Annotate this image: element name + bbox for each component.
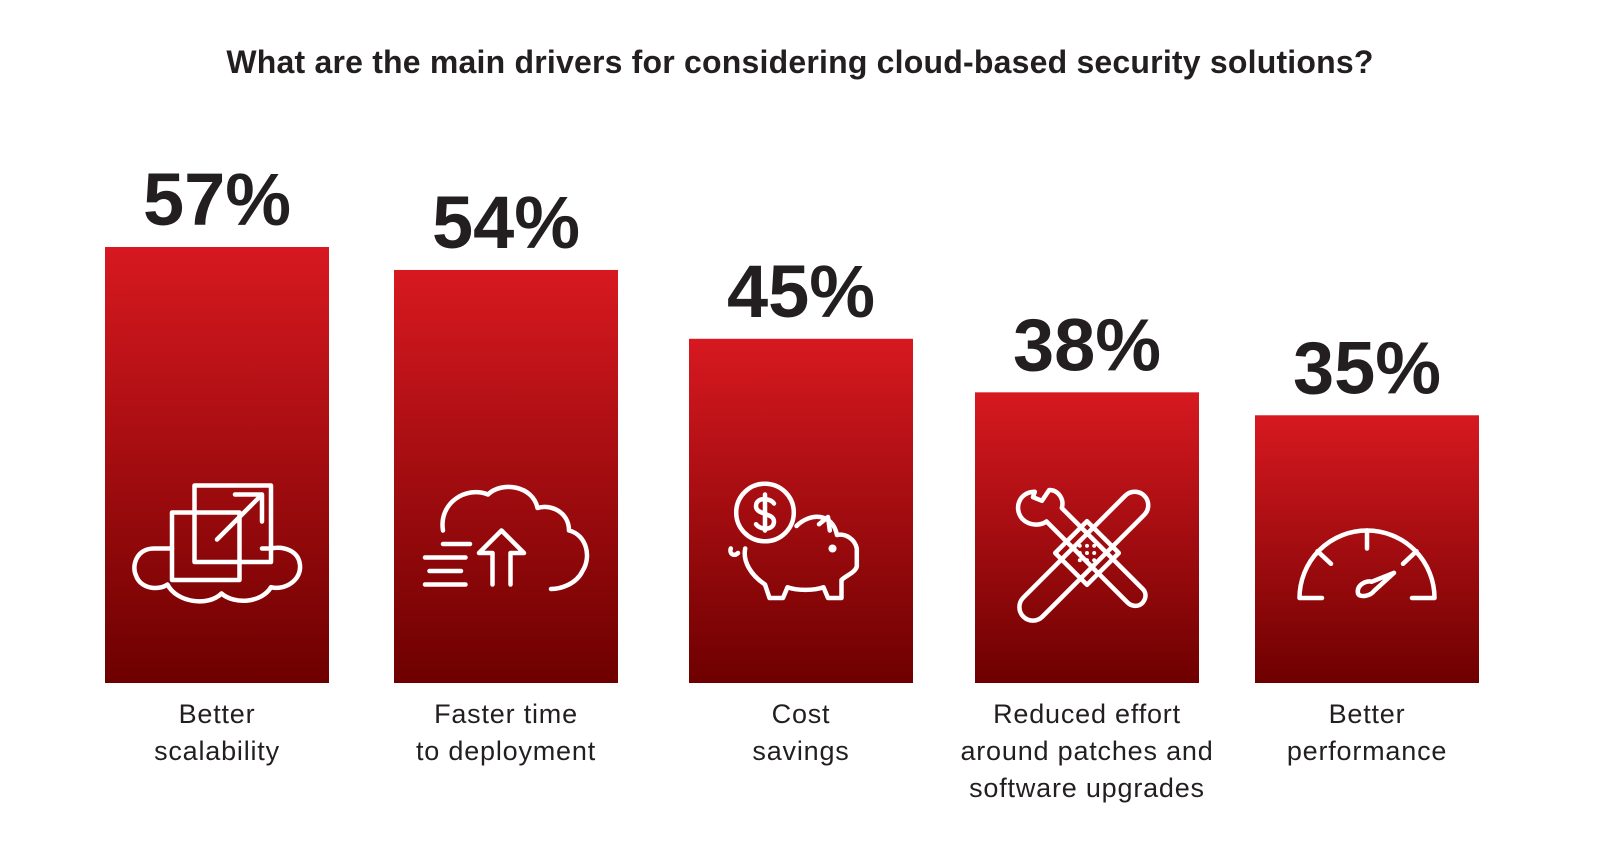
category-label-5: Better performance	[1217, 696, 1517, 770]
category-label-line: scalability	[154, 736, 280, 766]
bar-1	[105, 247, 329, 683]
value-label-2: 54%	[432, 181, 580, 264]
category-label-line: Reduced effort	[993, 699, 1181, 729]
bar-3	[689, 338, 913, 683]
category-label-4: Reduced effort around patches and software…	[937, 696, 1237, 807]
bar-2	[394, 269, 618, 683]
chart-title: What are the main drivers for considerin…	[226, 44, 1374, 80]
category-label-line: to deployment	[415, 736, 596, 766]
category-label-3: Cost savings	[651, 696, 951, 770]
value-label-1: 57%	[143, 158, 291, 241]
category-label-line: performance	[1286, 736, 1448, 766]
bar-4	[975, 392, 1199, 683]
category-label-line: software upgrades	[969, 773, 1205, 803]
category-label-line: Faster time	[434, 699, 578, 729]
value-label-3: 45%	[727, 250, 875, 333]
category-label-line: Cost	[771, 699, 831, 729]
value-label-5: 35%	[1293, 326, 1441, 409]
category-label-line: Better	[178, 699, 256, 729]
category-label-line: around patches and	[960, 736, 1214, 766]
value-label-4: 38%	[1013, 303, 1161, 386]
category-label-2: Faster time to deployment	[356, 696, 656, 770]
category-label-1: Better scalability	[67, 696, 367, 770]
category-label-line: savings	[752, 736, 850, 766]
category-label-line: Better	[1328, 699, 1406, 729]
